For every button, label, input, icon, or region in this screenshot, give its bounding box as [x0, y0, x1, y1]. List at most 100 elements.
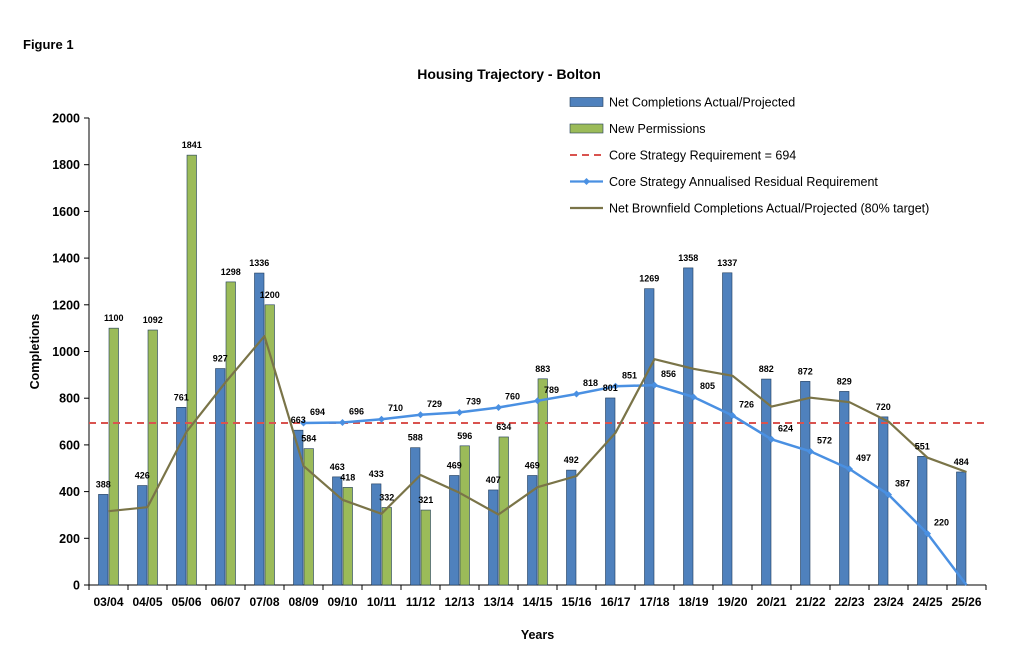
net-completions-label: 927: [213, 354, 228, 364]
net-completions-label: 551: [915, 441, 930, 451]
legend-label: Core Strategy Annualised Residual Requir…: [609, 175, 878, 189]
residual-requirement-marker: [456, 408, 463, 416]
residual-requirement-label: 856: [661, 369, 676, 379]
x-tick-label: 15/16: [561, 595, 591, 609]
residual-requirement-marker: [807, 447, 814, 455]
net-completions-label: 469: [525, 460, 540, 470]
residual-requirement-label: 387: [895, 479, 910, 489]
brownfield-completions-line: [108, 335, 967, 516]
residual-requirement-marker: [612, 382, 619, 390]
new-permissions-label: 1298: [221, 267, 241, 277]
new-permissions-bar: [537, 378, 548, 586]
y-tick-label: 1200: [52, 298, 80, 312]
net-completions-label: 1358: [678, 253, 698, 263]
legend-label: Net Brownfield Completions Actual/Projec…: [609, 202, 929, 216]
net-completions-label: 872: [798, 366, 813, 376]
new-permissions-label: 418: [340, 472, 355, 482]
y-tick-label: 600: [59, 438, 80, 452]
chart-title: Housing Trajectory - Bolton: [417, 66, 601, 82]
y-tick-label: 0: [73, 579, 80, 593]
legend-label: Net Completions Actual/Projected: [609, 96, 795, 110]
x-tick-label: 21/22: [795, 595, 825, 609]
net-completions-label: 469: [447, 460, 462, 470]
residual-requirement-label: 729: [427, 399, 442, 409]
new-permissions-bar: [264, 304, 275, 586]
figure-label: Figure 1: [23, 37, 74, 52]
new-permissions-bar: [420, 509, 431, 586]
residual-requirement-label: 739: [466, 396, 481, 406]
net-completions-bar: [878, 416, 889, 586]
x-tick-label: 14/15: [522, 595, 552, 609]
net-completions-bar: [371, 483, 382, 586]
net-completions-bar: [839, 391, 850, 586]
x-tick-label: 22/23: [834, 595, 864, 609]
residual-requirement-marker: [378, 415, 385, 423]
y-tick-label: 200: [59, 532, 80, 546]
new-permissions-bar: [381, 507, 392, 586]
residual-requirement-marker: [573, 390, 580, 398]
residual-requirement-label: 572: [817, 435, 832, 445]
y-tick-label: 400: [59, 485, 80, 499]
y-tick-label: 800: [59, 392, 80, 406]
net-completions-label: 426: [135, 471, 150, 481]
residual-requirement-marker: [768, 435, 775, 443]
net-completions-bar: [488, 489, 499, 586]
new-permissions-label: 1841: [182, 140, 202, 150]
y-tick-label: 1400: [52, 252, 80, 266]
net-completions-label: 388: [96, 479, 111, 489]
y-tick-label: 1800: [52, 158, 80, 172]
net-completions-bar: [644, 288, 655, 586]
net-completions-label: 588: [408, 433, 423, 443]
residual-requirement-marker: [339, 418, 346, 426]
net-completions-bar: [293, 429, 304, 586]
net-completions-bar: [176, 407, 187, 586]
net-completions-label: 1337: [717, 258, 737, 268]
x-tick-label: 24/25: [912, 595, 942, 609]
net-completions-label: 829: [837, 376, 852, 386]
net-completions-bar: [722, 272, 733, 586]
x-tick-label: 06/07: [210, 595, 240, 609]
net-completions-label: 761: [174, 392, 189, 402]
net-completions-bar: [98, 494, 109, 586]
new-permissions-bar: [225, 281, 236, 586]
x-axis-title: Years: [521, 628, 554, 642]
y-tick-label: 1000: [52, 345, 80, 359]
new-permissions-label: 1100: [104, 313, 124, 323]
new-permissions-label: 332: [379, 492, 394, 502]
residual-requirement-label: 696: [349, 406, 364, 416]
new-permissions-label: 321: [418, 495, 433, 505]
x-tick-label: 10/11: [367, 595, 397, 609]
residual-requirement-marker: [924, 530, 931, 538]
residual-requirement-label: 726: [739, 399, 754, 409]
legend-swatch-net-completions: [569, 97, 604, 107]
net-completions-bar: [332, 476, 343, 586]
net-completions-bar: [410, 447, 421, 586]
y-tick-label: 1600: [52, 205, 80, 219]
residual-requirement-marker: [300, 419, 307, 427]
net-completions-label: 1269: [639, 274, 659, 284]
net-completions-bar: [449, 475, 460, 586]
new-permissions-label: 1092: [143, 315, 163, 325]
residual-requirement-marker: [495, 404, 502, 412]
residual-requirement-label: 851: [622, 370, 637, 380]
net-completions-bar: [683, 267, 694, 586]
x-tick-label: 19/20: [717, 595, 747, 609]
residual-requirement-label: 710: [388, 403, 403, 413]
net-completions-label: 801: [603, 383, 618, 393]
residual-requirement-marker: [417, 411, 424, 419]
net-completions-label: 882: [759, 364, 774, 374]
x-tick-label: 11/12: [406, 595, 436, 609]
x-tick-label: 04/05: [132, 595, 162, 609]
legend-label: Core Strategy Requirement = 694: [609, 149, 796, 163]
residual-requirement-marker: [846, 465, 853, 473]
net-completions-label: 407: [486, 475, 501, 485]
x-tick-label: 20/21: [756, 595, 786, 609]
net-completions-label: 433: [369, 469, 384, 479]
net-completions-bar: [956, 471, 967, 586]
x-tick-label: 08/09: [288, 595, 318, 609]
net-completions-bar: [137, 485, 148, 586]
net-completions-bar: [917, 456, 928, 586]
net-completions-bar: [800, 381, 811, 586]
residual-requirement-label: 497: [856, 453, 871, 463]
residual-requirement-label: 220: [934, 518, 949, 528]
